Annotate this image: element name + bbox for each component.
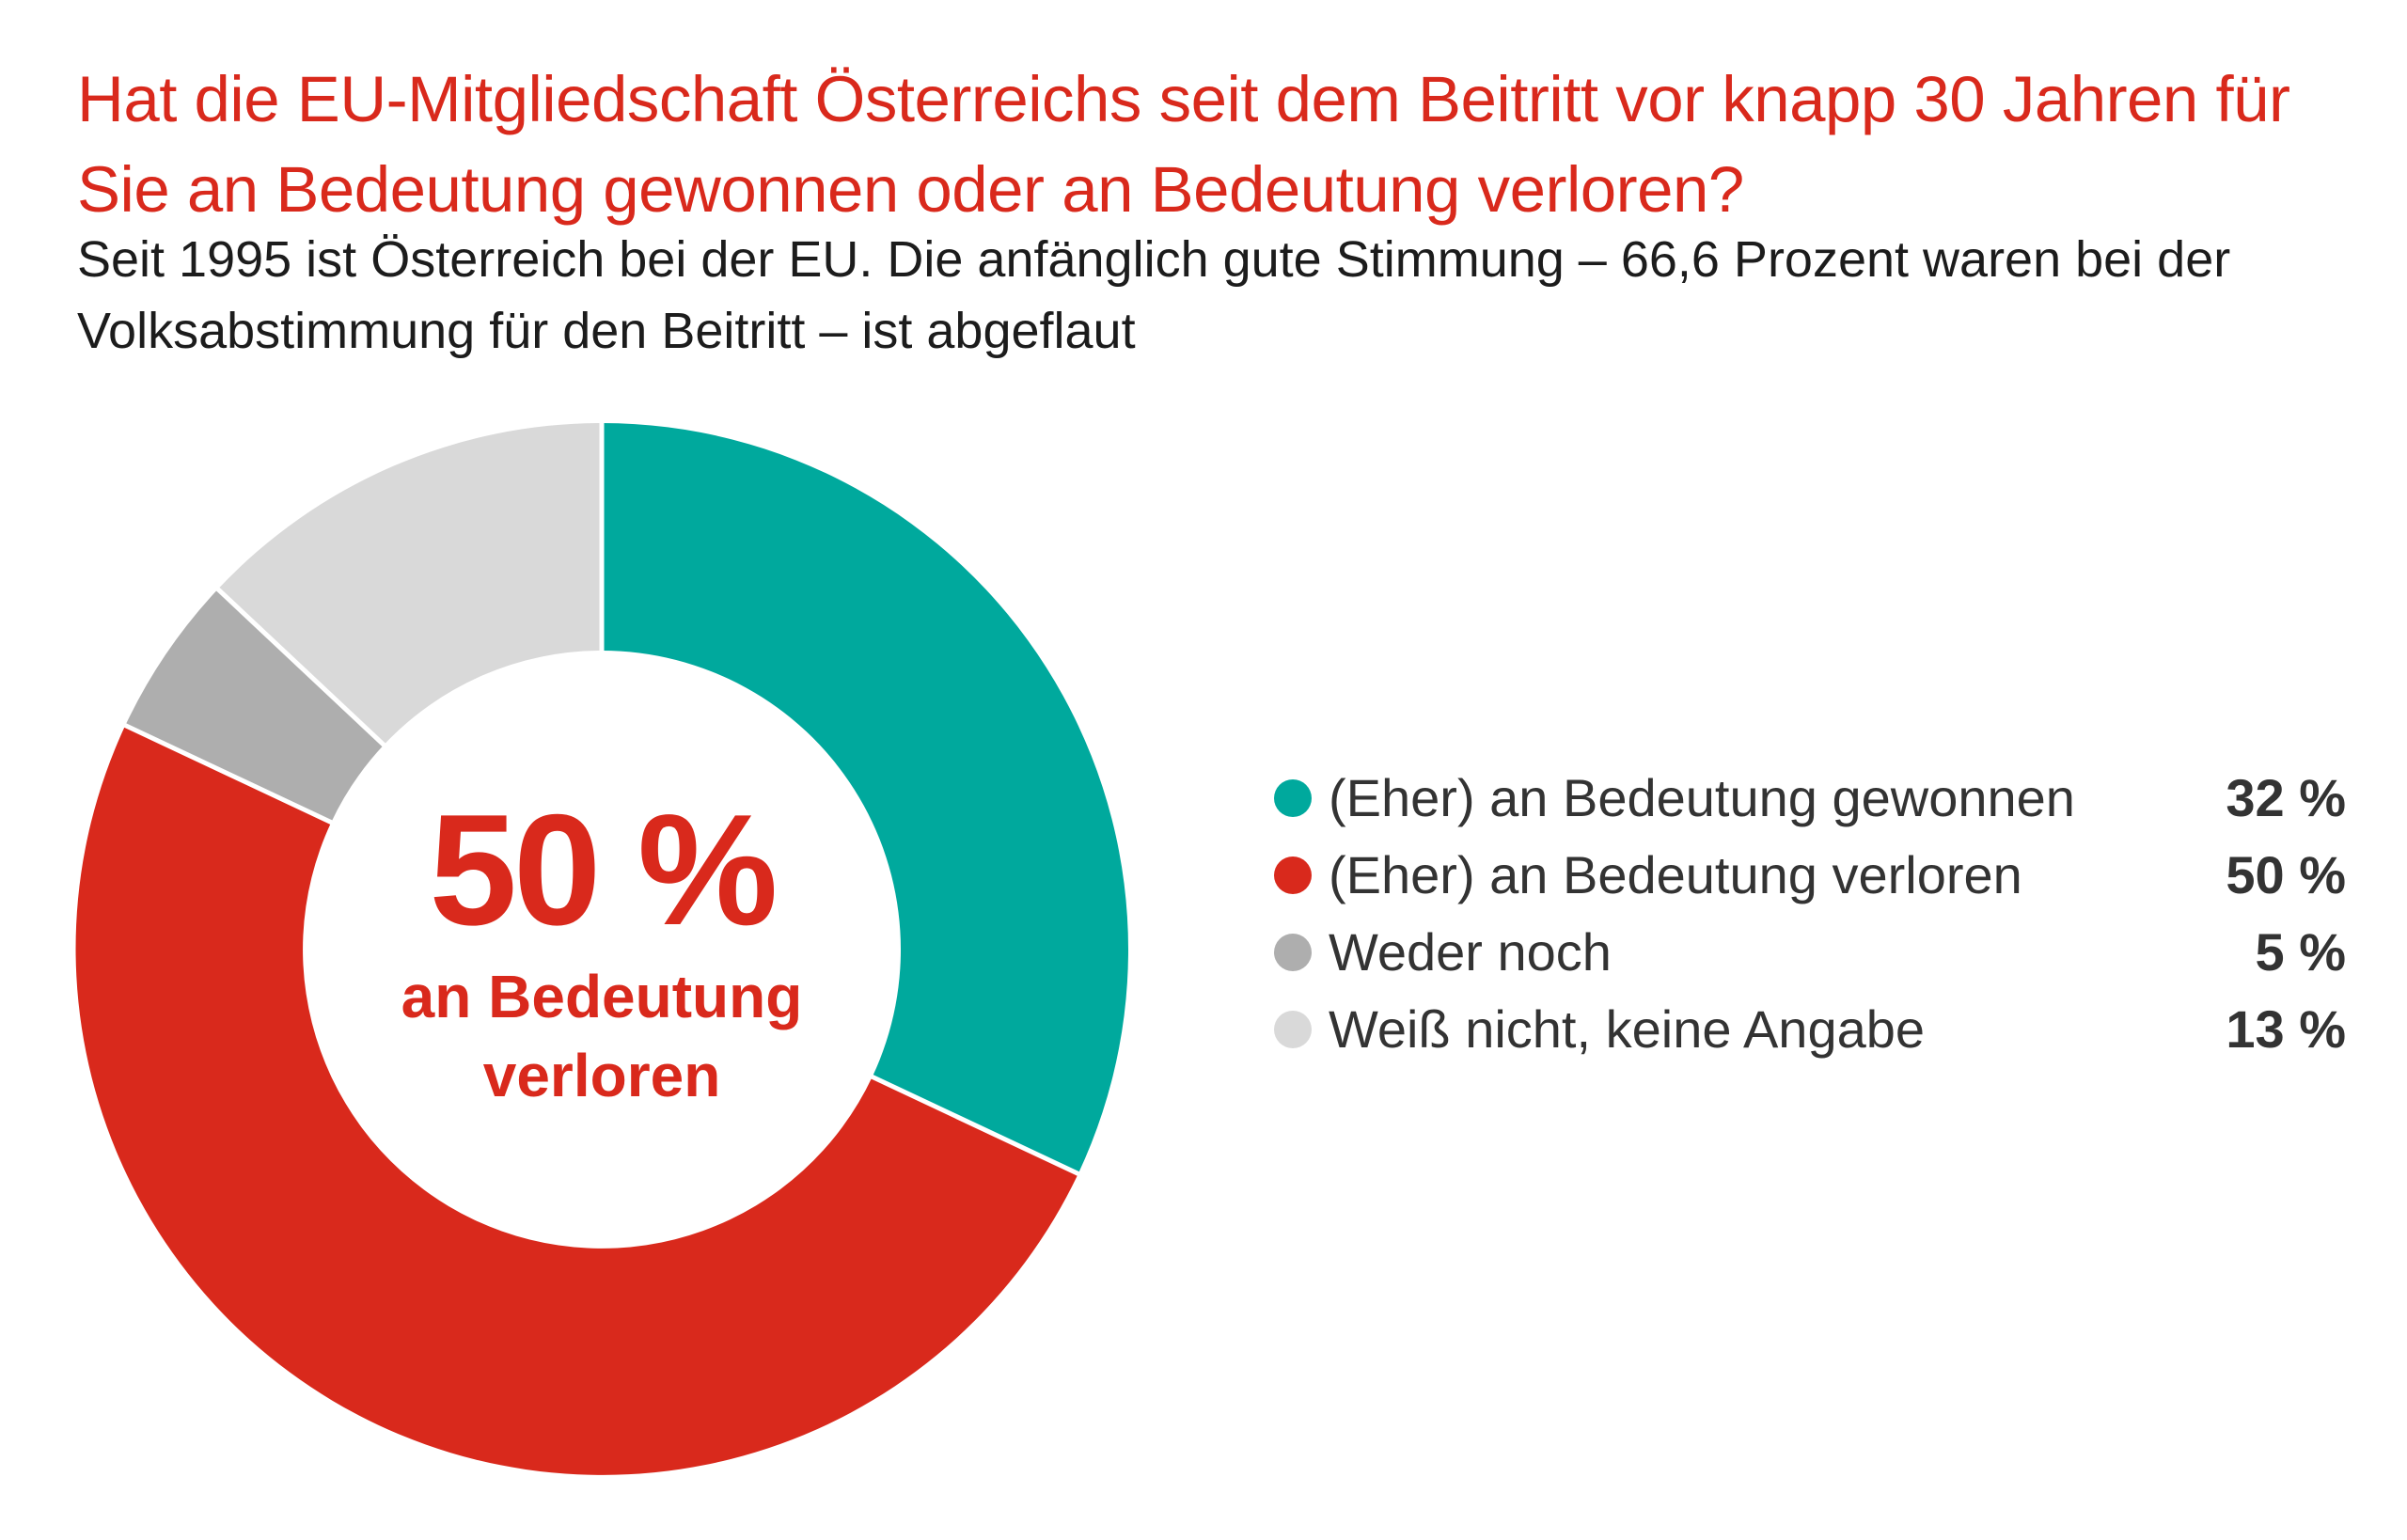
legend-label: (Eher) an Bedeutung verloren bbox=[1329, 845, 2022, 904]
legend-item-weiss-nicht: Weiß nicht, keine Angabe 13 % bbox=[1274, 991, 2346, 1068]
legend-label: Weder noch bbox=[1329, 922, 1612, 982]
legend-value: 5 % bbox=[2255, 922, 2347, 982]
donut-chart: 50 % an Bedeutung verloren bbox=[0, 395, 1185, 1540]
legend: (Eher) an Bedeutung gewonnen 32 % (Eher)… bbox=[1274, 760, 2346, 1068]
slice-separator bbox=[214, 586, 387, 748]
legend-label: (Eher) an Bedeutung gewonnen bbox=[1329, 768, 2075, 827]
donut-slice-1 bbox=[602, 423, 1128, 1174]
donut-center-label: 50 % an Bedeutung verloren bbox=[320, 790, 884, 1115]
donut-slice-3 bbox=[125, 589, 385, 823]
slice-separator bbox=[122, 722, 335, 825]
legend-item-weder-noch: Weder noch 5 % bbox=[1274, 914, 2346, 991]
legend-item-verloren: (Eher) an Bedeutung verloren 50 % bbox=[1274, 837, 2346, 914]
legend-value: 13 % bbox=[2226, 999, 2346, 1059]
legend-item-gewonnen: (Eher) an Bedeutung gewonnen 32 % bbox=[1274, 760, 2346, 837]
chart-title: Hat die EU-Mitgliedschaft Österreichs se… bbox=[77, 63, 2290, 226]
legend-dot-icon bbox=[1274, 934, 1312, 971]
legend-value: 50 % bbox=[2226, 845, 2346, 904]
legend-dot-icon bbox=[1274, 779, 1312, 817]
slice-separator bbox=[869, 1074, 1081, 1177]
donut-chart-svg bbox=[75, 421, 1128, 1475]
center-value: 50 % bbox=[429, 781, 779, 958]
chart-subtitle: Seit 1995 ist Österreich bei der EU. Die… bbox=[77, 231, 2231, 359]
legend-value: 32 % bbox=[2226, 768, 2346, 827]
donut-slice-2 bbox=[75, 725, 1078, 1475]
legend-dot-icon bbox=[1274, 1011, 1312, 1048]
legend-label: Weiß nicht, keine Angabe bbox=[1329, 999, 1926, 1059]
center-text: an Bedeutung verloren bbox=[401, 963, 803, 1109]
donut-slice-4 bbox=[217, 423, 602, 746]
legend-dot-icon bbox=[1274, 856, 1312, 894]
